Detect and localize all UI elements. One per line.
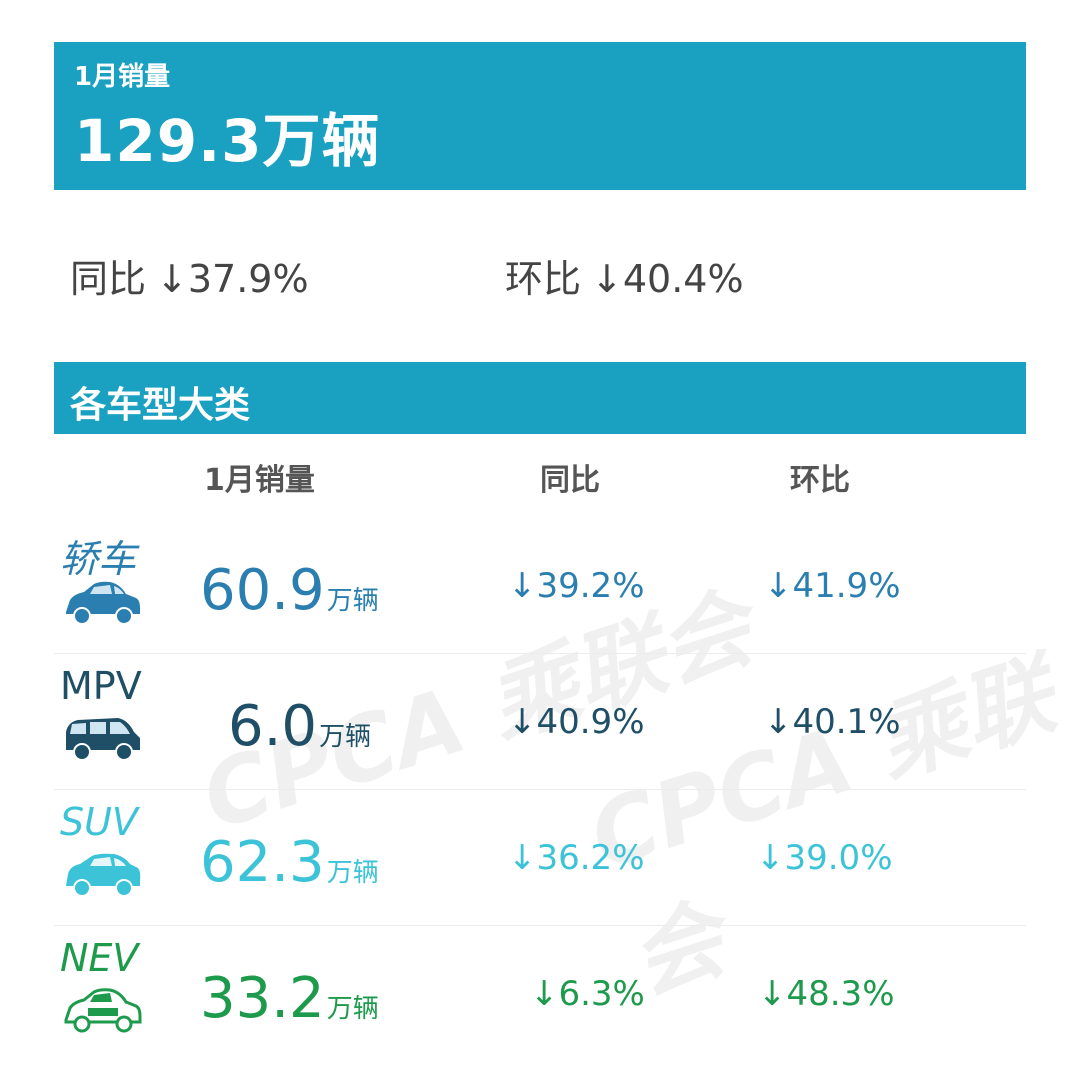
- sales-value: 60.9万辆: [200, 558, 379, 623]
- yoy-change: ↓36.2%: [508, 838, 645, 878]
- sales-unit: 万辆: [326, 858, 379, 888]
- yoy-change: ↓6.3%: [530, 974, 645, 1014]
- sedan-icon: [66, 581, 140, 625]
- header-sales: 1月销量: [204, 463, 315, 498]
- table-row: 轿车 60.9万辆 ↓39.2% ↓41.9%: [54, 520, 1026, 654]
- sales-number: 60.9: [200, 558, 325, 623]
- vehicle-type-name: MPV: [60, 664, 142, 708]
- mom-label: 环比: [505, 257, 582, 301]
- suv-icon: [66, 853, 141, 897]
- header-yoy: 同比: [540, 463, 600, 498]
- section-header: 各车型大类: [54, 362, 1026, 434]
- mom-change: ↓40.1%: [764, 702, 901, 742]
- sales-unit: 万辆: [326, 586, 379, 616]
- yoy-summary: 同比 ↓37.9%: [70, 248, 309, 303]
- summary-banner: 1月销量 129.3万辆: [54, 42, 1026, 190]
- mom-change: ↓48.3%: [758, 974, 895, 1014]
- summary-total: 129.3万辆: [74, 107, 381, 175]
- yoy-change: ↓39.2%: [508, 566, 645, 606]
- nev-icon: [64, 988, 142, 1033]
- yoy-label: 同比: [70, 257, 147, 301]
- sales-number: 62.3: [200, 830, 325, 895]
- sales-unit: 万辆: [326, 994, 379, 1024]
- mom-summary: 环比 ↓40.4%: [505, 248, 744, 303]
- summary-label: 1月销量: [74, 62, 171, 92]
- table-row: NEV 33.2万辆 ↓6.3% ↓48.3%: [54, 928, 1026, 1062]
- row-divider: [54, 653, 1026, 654]
- mom-change: ↓41.9%: [764, 566, 901, 606]
- table-row: SUV 62.3万辆 ↓36.2% ↓39.0%: [54, 792, 1026, 926]
- sales-number: 6.0: [228, 694, 318, 759]
- mom-value: ↓40.4%: [591, 257, 744, 301]
- row-divider: [54, 925, 1026, 926]
- vehicle-type-name: 轿车: [60, 537, 137, 581]
- mpv-icon: [66, 718, 140, 761]
- section-title: 各车型大类: [70, 385, 251, 426]
- sales-unit: 万辆: [319, 722, 372, 752]
- mom-change: ↓39.0%: [756, 838, 893, 878]
- vehicle-type-name: SUV: [60, 800, 138, 844]
- table-row: MPV 6.0万辆 ↓40.9% ↓40.1%: [54, 656, 1026, 790]
- yoy-value: ↓37.9%: [156, 257, 309, 301]
- sales-value: 6.0万辆: [228, 694, 371, 759]
- vehicle-type-name: NEV: [60, 936, 139, 980]
- sales-value: 33.2万辆: [200, 966, 379, 1031]
- sales-number: 33.2: [200, 966, 325, 1031]
- header-mom: 环比: [790, 463, 850, 498]
- row-divider: [54, 789, 1026, 790]
- sales-value: 62.3万辆: [200, 830, 379, 895]
- yoy-change: ↓40.9%: [508, 702, 645, 742]
